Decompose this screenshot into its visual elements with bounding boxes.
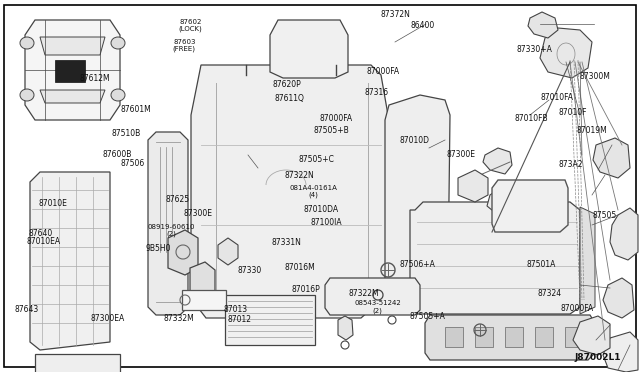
Text: 081A4-0161A
(4): 081A4-0161A (4)	[290, 185, 337, 198]
Polygon shape	[475, 327, 493, 347]
Text: 87602
(LOCK): 87602 (LOCK)	[179, 19, 203, 32]
Text: 87010FA: 87010FA	[540, 93, 573, 102]
Polygon shape	[190, 262, 215, 302]
Text: 87640: 87640	[28, 229, 52, 238]
Text: 87322N: 87322N	[285, 171, 314, 180]
Polygon shape	[218, 238, 238, 265]
Polygon shape	[492, 180, 568, 232]
Polygon shape	[603, 332, 638, 372]
Text: 87300E: 87300E	[184, 209, 213, 218]
Ellipse shape	[111, 37, 125, 49]
Bar	[55, 60, 85, 82]
Text: 87300EA: 87300EA	[90, 314, 125, 323]
Polygon shape	[540, 28, 592, 78]
Text: 87331N: 87331N	[272, 238, 301, 247]
Text: 873A2: 873A2	[559, 160, 583, 169]
Text: 87505+B: 87505+B	[314, 126, 349, 135]
Text: 08919-60610
(2): 08919-60610 (2)	[148, 224, 195, 237]
Text: 87611Q: 87611Q	[275, 94, 304, 103]
Text: 87316: 87316	[364, 88, 388, 97]
Text: 87013: 87013	[223, 305, 248, 314]
Polygon shape	[182, 290, 226, 310]
Text: 87016M: 87016M	[284, 263, 315, 272]
Polygon shape	[325, 278, 420, 315]
Text: J87002L1: J87002L1	[574, 353, 621, 362]
Text: 87603
(FREE): 87603 (FREE)	[173, 39, 196, 52]
Polygon shape	[25, 20, 120, 120]
Text: 08543-51242
(2): 08543-51242 (2)	[354, 300, 401, 314]
Polygon shape	[505, 327, 523, 347]
Text: 87010DA: 87010DA	[304, 205, 339, 214]
Ellipse shape	[20, 37, 34, 49]
Text: 87016P: 87016P	[292, 285, 320, 294]
Polygon shape	[191, 65, 388, 318]
Ellipse shape	[20, 89, 34, 101]
Polygon shape	[168, 230, 198, 275]
Text: 87505: 87505	[593, 211, 617, 219]
Ellipse shape	[111, 89, 125, 101]
Text: 87100IA: 87100IA	[310, 218, 342, 227]
Text: 86400: 86400	[410, 21, 435, 30]
Text: 87600B: 87600B	[102, 150, 132, 159]
Text: 87506+A: 87506+A	[399, 260, 435, 269]
Polygon shape	[603, 278, 634, 318]
Text: 87000FA: 87000FA	[366, 67, 399, 76]
Text: 87501A: 87501A	[526, 260, 556, 269]
Text: 87300E: 87300E	[446, 150, 476, 159]
Polygon shape	[40, 37, 105, 55]
Text: 87019M: 87019M	[577, 126, 607, 135]
Polygon shape	[270, 20, 348, 78]
Polygon shape	[225, 295, 315, 345]
Text: 87330+A: 87330+A	[516, 45, 552, 54]
Polygon shape	[35, 354, 120, 372]
Polygon shape	[458, 170, 488, 202]
Text: 87300M: 87300M	[580, 72, 611, 81]
Text: 87324: 87324	[537, 289, 561, 298]
Text: 9B5H0: 9B5H0	[146, 244, 172, 253]
Polygon shape	[573, 316, 610, 355]
Polygon shape	[483, 148, 512, 174]
Text: 87010FB: 87010FB	[515, 114, 548, 123]
Text: 87010F: 87010F	[559, 108, 587, 117]
Text: 87505+A: 87505+A	[410, 312, 445, 321]
Polygon shape	[445, 327, 463, 347]
Polygon shape	[385, 95, 450, 308]
Text: 87506: 87506	[120, 159, 145, 168]
Text: 87322M: 87322M	[348, 289, 379, 298]
Polygon shape	[610, 208, 638, 260]
Polygon shape	[593, 138, 630, 178]
Text: 87612M: 87612M	[79, 74, 110, 83]
Text: 87510B: 87510B	[111, 129, 141, 138]
Text: 87643: 87643	[15, 305, 39, 314]
Text: 87332M: 87332M	[164, 314, 195, 323]
Text: 87372N: 87372N	[381, 10, 410, 19]
Text: 87625: 87625	[166, 195, 190, 203]
Polygon shape	[410, 202, 580, 314]
Polygon shape	[580, 207, 595, 314]
Text: 87010EA: 87010EA	[26, 237, 61, 246]
Text: 87620P: 87620P	[273, 80, 301, 89]
Polygon shape	[528, 12, 558, 38]
Polygon shape	[148, 132, 188, 315]
Text: 87010D: 87010D	[400, 136, 429, 145]
Polygon shape	[425, 315, 595, 360]
Polygon shape	[535, 327, 553, 347]
Polygon shape	[565, 327, 583, 347]
Text: 87012: 87012	[228, 315, 252, 324]
Polygon shape	[487, 185, 524, 218]
Polygon shape	[40, 90, 105, 103]
Text: 87010E: 87010E	[38, 199, 67, 208]
Text: 87601M: 87601M	[121, 105, 152, 114]
Text: 87000FA: 87000FA	[561, 304, 594, 312]
Polygon shape	[30, 172, 110, 350]
Text: 87000FA: 87000FA	[319, 114, 353, 123]
Text: 87330: 87330	[237, 266, 262, 275]
Text: 87505+C: 87505+C	[299, 155, 335, 164]
Polygon shape	[338, 316, 353, 340]
